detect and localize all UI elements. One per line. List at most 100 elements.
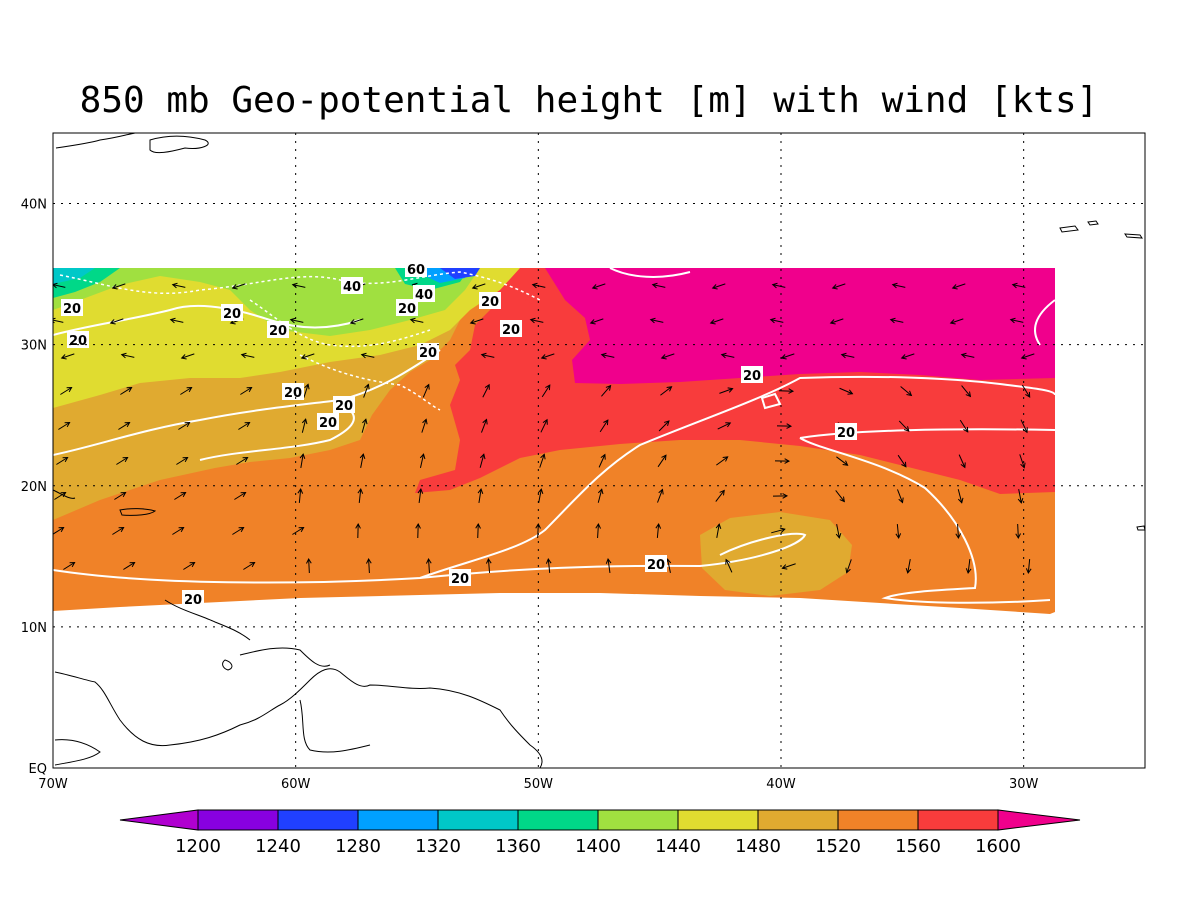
colorbar-label-1480: 1480: [735, 836, 781, 857]
wind-arrow: [231, 283, 246, 290]
wind-arrow: [178, 421, 191, 430]
svg-text:20: 20: [502, 323, 520, 338]
contour-label: 20: [645, 555, 667, 573]
wind-arrow: [836, 456, 849, 466]
island-puerto-rico: [119, 508, 157, 516]
colorbar-label-1600: 1600: [975, 836, 1021, 857]
wind-arrow: [112, 526, 125, 535]
wind-arrow: [715, 489, 725, 502]
svg-text:20: 20: [481, 295, 499, 310]
island-hispaniola: [52, 489, 76, 499]
coastline-trinidad: [222, 659, 233, 671]
contour-label: 20: [449, 569, 471, 587]
wind-arrow: [299, 453, 306, 468]
wind-arrow: [900, 386, 913, 397]
svg-text:20: 20: [69, 334, 87, 349]
wind-arrow: [955, 523, 962, 540]
lon-tick-40W: 40W: [766, 777, 796, 792]
contour-label: 20: [741, 366, 763, 384]
contour-label: 20: [500, 320, 522, 338]
wind-arrow: [651, 282, 666, 289]
colorbar-arrow-low: [119, 809, 199, 831]
colorbar-labels: 1200 1240 1280 1320 1360 1400 1440 1480 1520 1560…: [175, 836, 1021, 857]
wind-arrow: [300, 353, 315, 360]
wind-arrow: [422, 383, 430, 398]
svg-text:20: 20: [398, 302, 416, 317]
wind-arrow: [529, 317, 544, 324]
band-1400-1440: [53, 268, 480, 336]
colorbar-label-1440: 1440: [655, 836, 701, 857]
wind-arrow: [480, 418, 488, 433]
contour-label: 20: [221, 304, 243, 322]
wind-arrow: [1009, 317, 1024, 324]
lat-tick-labels: EQ 10N 20N 30N 40N: [21, 198, 47, 777]
wind-arrow: [1019, 454, 1026, 469]
graticule: [53, 133, 1145, 768]
wind-arrow: [360, 352, 375, 359]
wind-arrow: [419, 453, 426, 468]
wind-arrow: [417, 488, 424, 504]
band-above-1600: [545, 268, 1055, 384]
wind-arrow: [180, 353, 195, 360]
wind-arrow: [415, 522, 421, 539]
wind-arrow: [719, 387, 734, 394]
wind-arrow: [363, 383, 370, 398]
contour-label: 20: [182, 590, 204, 608]
wind-arrow: [951, 283, 966, 290]
wind-arrow: [545, 557, 552, 574]
island-canary: [1136, 525, 1146, 531]
wind-arrow: [845, 559, 852, 574]
wind-arrow: [114, 491, 127, 500]
wind-arrow: [540, 418, 548, 433]
wind-arrow: [589, 318, 604, 325]
wind-arrow: [1017, 489, 1024, 504]
wind-arrow: [116, 456, 129, 465]
wind-arrow: [297, 487, 304, 504]
wind-arrow: [725, 558, 733, 573]
wind-arrow: [781, 563, 796, 570]
coastline-nova-scotia: [149, 135, 209, 154]
svg-text:40: 40: [415, 288, 433, 303]
wind-arrow: [605, 558, 612, 574]
svg-text:20: 20: [184, 593, 202, 608]
wind-arrow: [475, 522, 481, 539]
colorbar-label-1360: 1360: [495, 836, 541, 857]
svg-text:60: 60: [407, 263, 425, 278]
wind-arrow: [709, 318, 724, 325]
wind-arrow: [289, 317, 304, 324]
wind-arrow: [240, 352, 255, 359]
lon-tick-30W: 30W: [1009, 777, 1039, 792]
wind-arrow: [425, 557, 432, 574]
wind-arrow: [771, 282, 786, 289]
wind-arrow: [829, 318, 844, 325]
contour-label: 40: [413, 285, 435, 303]
wind-arrow: [720, 352, 735, 359]
colorbar: [119, 809, 1081, 831]
island-madeira: [1124, 233, 1143, 239]
wind-arrow: [53, 282, 66, 289]
contour-label: 20: [417, 343, 439, 361]
wind-arrow: [421, 418, 428, 433]
wind-arrow: [657, 488, 664, 503]
colorbar-label-1400: 1400: [575, 836, 621, 857]
wind-arrow: [355, 522, 361, 539]
colorbar-label-1520: 1520: [815, 836, 861, 857]
svg-text:20: 20: [837, 426, 855, 441]
height-field: [53, 268, 1055, 614]
wind-arrow: [597, 488, 604, 503]
wind-arrow: [477, 488, 484, 503]
wind-arrow: [896, 489, 904, 504]
island-azores-1: [1059, 225, 1079, 233]
wind-arrow: [960, 352, 975, 359]
coastline-south-america: [54, 668, 543, 769]
lon-tick-60W: 60W: [281, 777, 311, 792]
svg-text:20: 20: [63, 302, 81, 317]
wind-arrow: [361, 418, 368, 433]
coastlines: [52, 132, 1146, 769]
wind-arrow: [598, 453, 606, 468]
wind-arrow: [292, 526, 305, 535]
contour-label: 20: [282, 383, 304, 401]
lat-tick-30N: 30N: [21, 339, 47, 354]
wind-arrow: [840, 352, 855, 359]
